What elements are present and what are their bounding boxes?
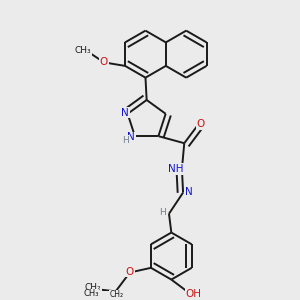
Text: CH₃: CH₃ [83,289,99,298]
Text: CH₂: CH₂ [84,283,101,292]
Text: OH: OH [186,289,202,299]
Text: CH₂: CH₂ [109,290,123,299]
Text: H: H [160,208,166,217]
Text: O: O [100,57,108,68]
Text: NH: NH [167,164,183,174]
Text: O: O [126,267,134,277]
Text: CH₃: CH₃ [75,46,92,55]
Text: O: O [197,119,205,129]
Text: N: N [122,108,129,118]
Text: N: N [128,132,135,142]
Text: N: N [185,187,193,197]
Text: H: H [122,136,129,145]
